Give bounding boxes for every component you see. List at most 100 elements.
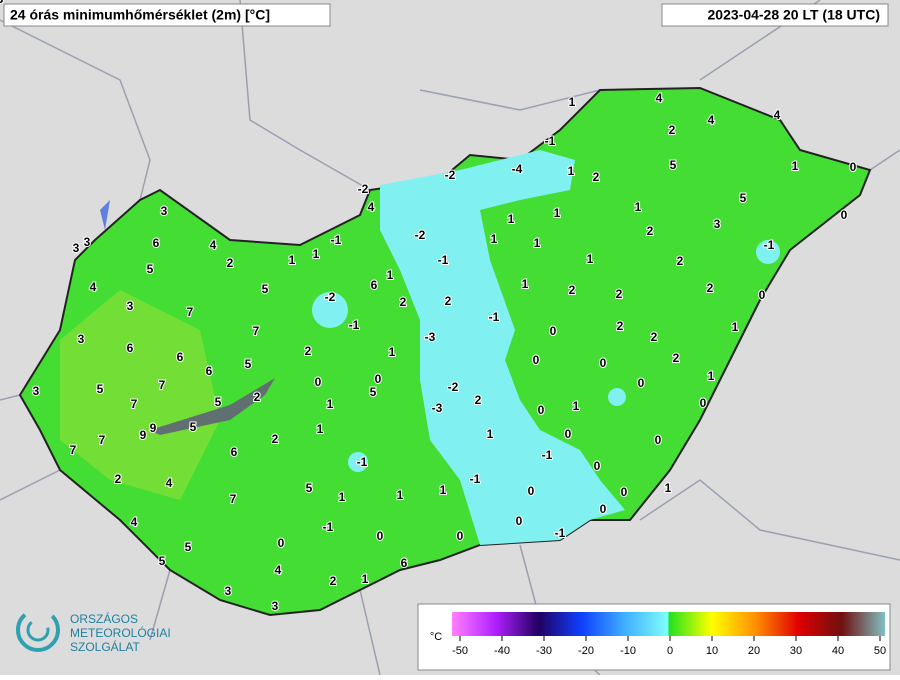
balaton — [150, 378, 275, 435]
title: 24 órás minimumhőmérséklet (2m) [°C] — [10, 7, 270, 23]
station-value: 7 — [159, 378, 166, 392]
lake — [100, 200, 110, 230]
station-value: 2 — [330, 574, 337, 588]
station-value: 0 — [377, 529, 384, 543]
station-value: 2 — [647, 224, 654, 238]
station-value: 3 — [127, 299, 134, 313]
timestamp-box — [661, 3, 889, 27]
station-value: 1 — [708, 369, 715, 383]
station-value: 1 — [487, 427, 494, 441]
station-value: 0 — [759, 288, 766, 302]
station-value: 5 — [262, 282, 269, 296]
station-value: 5 — [97, 382, 104, 396]
station-value: 5 — [740, 191, 747, 205]
station-value: 0 — [600, 356, 607, 370]
station-value: 1 — [792, 159, 799, 173]
station-value: 0 — [655, 433, 662, 447]
station-value: 6 — [371, 278, 378, 292]
station-value: 5 — [370, 385, 377, 399]
station-value: 0 — [278, 536, 285, 550]
station-value: 0 — [528, 484, 535, 498]
logo: ORSZÁGOS METEOROLÓGIAI SZOLGÁLAT — [16, 608, 171, 654]
colorbar-ticks: -50 -40 -30 -20 -10 0 10 20 30 40 50 — [452, 636, 886, 657]
station-value: 0 — [550, 324, 557, 338]
station-value: 3 — [225, 584, 232, 598]
station-value: 1 — [387, 268, 394, 282]
colorbar-tick-label: 0 — [667, 645, 673, 657]
station-value: 2 — [673, 351, 680, 365]
station-value: -1 — [555, 526, 566, 540]
colorbar-tick-label: -10 — [620, 645, 636, 657]
station-value: -1 — [323, 520, 334, 534]
station-value: 1 — [362, 572, 369, 586]
station-value: -1 — [438, 253, 449, 267]
station-value: 2 — [707, 281, 714, 295]
station-value: 6 — [231, 445, 238, 459]
station-value: 1 — [389, 345, 396, 359]
station-value: 7 — [230, 492, 237, 506]
station-value: -1 — [470, 472, 481, 486]
station-value: 1 — [568, 164, 575, 178]
station-value: 1 — [397, 488, 404, 502]
station-value: 5 — [190, 420, 197, 434]
station-value: 2 — [115, 472, 122, 486]
station-value: 2 — [617, 319, 624, 333]
station-value: 7 — [131, 397, 138, 411]
station-value: 3 — [33, 384, 40, 398]
colorbar-tick-label: -30 — [536, 645, 552, 657]
station-value: -2 — [415, 228, 426, 242]
station-value: 1 — [573, 399, 580, 413]
title-box — [3, 3, 331, 27]
station-value: 1 — [587, 252, 594, 266]
station-value: 1 — [339, 490, 346, 504]
station-value: 2 — [400, 295, 407, 309]
station-value: 1 — [569, 95, 576, 109]
station-value: 0 — [533, 353, 540, 367]
station-value: 4 — [166, 476, 173, 490]
station-value: 2 — [677, 254, 684, 268]
station-value: 5 — [147, 262, 154, 276]
station-value: 6 — [177, 350, 184, 364]
station-value: 1 — [534, 236, 541, 250]
station-value: 4 — [774, 108, 781, 122]
station-value: 3 — [0, 0, 4, 6]
station-value: 3 — [84, 235, 91, 249]
station-value: -2 — [445, 168, 456, 182]
station-value: 7 — [253, 324, 260, 338]
station-value: -1 — [331, 233, 342, 247]
station-value: 0 — [621, 485, 628, 499]
logo-text: ORSZÁGOS — [70, 611, 138, 626]
station-value: -1 — [357, 455, 368, 469]
station-value: -3 — [432, 401, 443, 415]
logo-text: METEOROLÓGIAI — [70, 625, 171, 640]
station-value: 9 — [150, 421, 157, 435]
station-value: 9 — [140, 428, 147, 442]
timestamp: 2023-04-28 20 LT (18 UTC) — [708, 7, 880, 23]
station-value: 3 — [78, 332, 85, 346]
station-value: 1 — [635, 200, 642, 214]
station-value: 0 — [565, 427, 572, 441]
station-value: 5 — [670, 158, 677, 172]
station-value: 0 — [594, 459, 601, 473]
colorbar-tick-label: 30 — [790, 645, 802, 657]
station-value: 1 — [289, 253, 296, 267]
station-value: 0 — [375, 372, 382, 386]
colorbar — [452, 612, 885, 636]
station-value: 6 — [127, 341, 134, 355]
station-value: 1 — [440, 483, 447, 497]
station-value: 3 — [73, 241, 80, 255]
colorbar-tick-label: 40 — [832, 645, 844, 657]
station-value: 4 — [368, 200, 375, 214]
station-value: 2 — [445, 294, 452, 308]
station-value: 0 — [315, 375, 322, 389]
colorbar-tick-label: 20 — [748, 645, 760, 657]
station-value: 5 — [245, 357, 252, 371]
station-value: 0 — [850, 160, 857, 174]
station-value: 7 — [99, 433, 106, 447]
station-value: 4 — [656, 91, 663, 105]
colorbar-tick-label: 10 — [706, 645, 718, 657]
station-value: 0 — [841, 208, 848, 222]
station-value: 1 — [732, 320, 739, 334]
